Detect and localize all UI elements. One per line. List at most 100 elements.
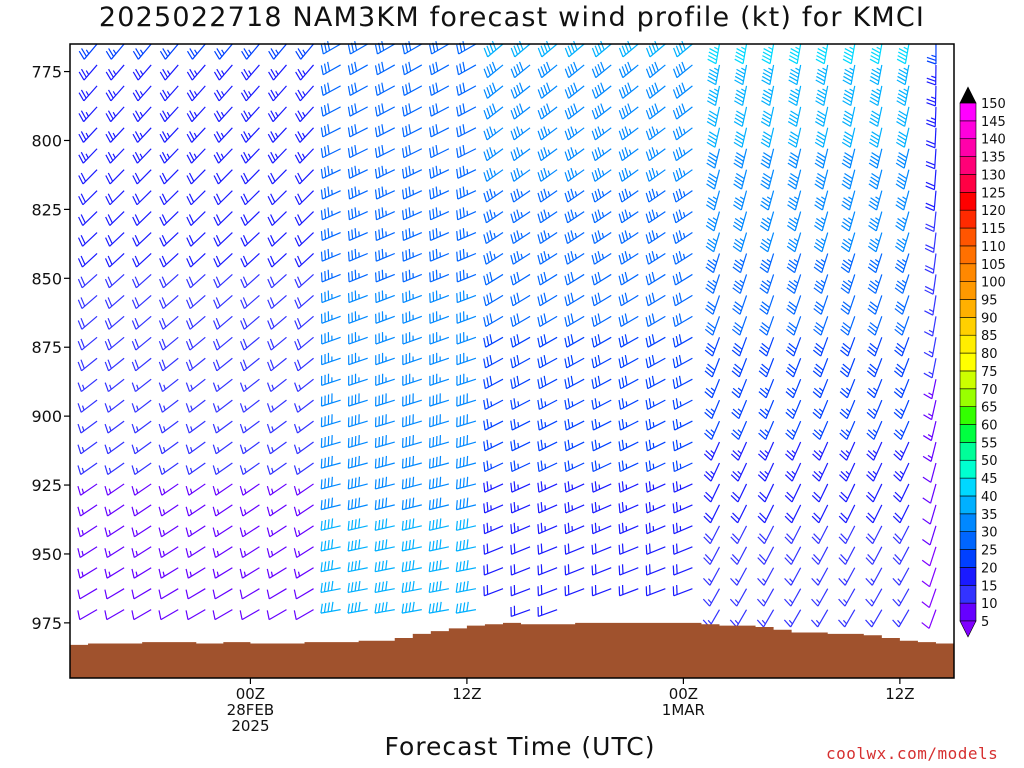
wind-barb: [510, 313, 531, 327]
wind-barb: [239, 525, 260, 538]
wind-barb: [591, 313, 612, 327]
wind-barb: [104, 441, 125, 455]
wind-barb: [537, 522, 558, 535]
wind-barb: [618, 61, 639, 79]
wind-barb: [213, 315, 233, 330]
wind-barb: [707, 43, 721, 65]
wind-barb: [131, 378, 152, 393]
wind-barb: [320, 560, 341, 573]
wind-barb: [159, 106, 179, 123]
wind-barb: [131, 273, 152, 289]
wind-barb: [483, 61, 504, 79]
wind-barb: [483, 251, 504, 265]
wind-barb: [428, 539, 449, 552]
colorbar-label: 5: [981, 615, 989, 630]
x-tick-label: 28FEB: [227, 701, 274, 719]
wind-barb: [510, 251, 531, 265]
wind-barb: [510, 354, 531, 369]
wind-barb: [645, 418, 666, 431]
wind-barb: [645, 313, 666, 327]
wind-barb: [78, 43, 98, 60]
wind-barb: [757, 504, 775, 524]
wind-barb: [730, 441, 748, 461]
wind-barb: [510, 147, 531, 162]
wind-barb: [922, 504, 937, 525]
wind-barb: [703, 546, 721, 565]
colorbar-label: 70: [981, 383, 998, 398]
wind-barb: [922, 483, 937, 504]
wind-barb: [537, 564, 558, 576]
wind-barb: [537, 354, 558, 369]
x-axis: 00Z28FEB202512Z00Z1MAR12Z00Z2MAR: [227, 678, 915, 735]
wind-barb: [347, 186, 368, 200]
wind-barb: [923, 316, 937, 337]
wind-barb: [564, 375, 585, 390]
colorbar-label: 145: [981, 115, 1006, 130]
wind-barb: [761, 85, 775, 107]
wind-barb: [564, 209, 585, 224]
wind-barb: [788, 64, 802, 86]
wind-barb: [158, 483, 179, 496]
colorbar-segment: [959, 209, 977, 229]
colorbar-segment: [959, 281, 977, 300]
wind-barb: [320, 332, 341, 345]
wind-barb: [841, 169, 856, 190]
wind-barb: [868, 148, 883, 169]
wind-barb: [347, 601, 368, 614]
wind-barb: [704, 399, 721, 420]
wind-barb: [618, 82, 639, 99]
wind-barb: [374, 124, 396, 138]
wind-barb: [537, 167, 558, 182]
wind-barb: [893, 483, 910, 503]
chart-title: 2025022718 NAM3KM forecast wind profile …: [98, 2, 926, 33]
wind-barb: [347, 435, 368, 449]
wind-barb: [618, 147, 639, 162]
colorbar-segment: [959, 245, 977, 265]
wind-barb: [375, 352, 395, 366]
wind-barb: [672, 564, 693, 576]
wind-barb: [104, 253, 125, 268]
wind-barb: [483, 543, 504, 555]
wind-barb: [924, 232, 937, 253]
wind-barb: [537, 605, 558, 618]
wind-barb: [787, 127, 802, 148]
wind-barb: [132, 211, 152, 226]
wind-barb: [672, 147, 693, 162]
wind-barb: [428, 455, 450, 469]
wind-barb: [865, 609, 883, 628]
wind-barb: [293, 483, 314, 496]
wind-barb: [564, 522, 585, 535]
wind-barb: [240, 253, 260, 268]
wind-barb: [320, 414, 341, 428]
wind-barb: [429, 40, 450, 55]
wind-barb: [320, 207, 341, 221]
wind-barb: [618, 251, 639, 265]
wind-barb: [186, 148, 206, 164]
wind-barb: [77, 378, 98, 393]
wind-barb: [295, 43, 315, 60]
wind-barb: [267, 315, 287, 330]
wind-barb: [618, 398, 639, 410]
wind-barb: [895, 232, 910, 253]
wind-barb: [704, 378, 721, 399]
colorbar-segment: [959, 584, 977, 604]
colorbar-label: 25: [981, 544, 998, 559]
wind-barb: [537, 103, 558, 120]
wind-barb: [672, 167, 693, 182]
wind-barb: [293, 525, 314, 538]
wind-barb: [564, 167, 585, 182]
wind-barb: [868, 190, 883, 211]
wind-barb: [294, 336, 314, 351]
wind-barb: [618, 481, 639, 493]
wind-barb: [564, 61, 585, 79]
wind-barb: [591, 398, 612, 410]
wind-barb: [896, 64, 910, 86]
wind-barb: [320, 476, 341, 490]
wind-barb: [104, 504, 125, 517]
wind-barb: [645, 126, 666, 141]
wind-barb: [77, 441, 98, 455]
wind-barb: [132, 169, 152, 185]
wind-barb: [456, 373, 477, 386]
wind-barb: [645, 584, 666, 597]
wind-barb: [645, 292, 666, 307]
